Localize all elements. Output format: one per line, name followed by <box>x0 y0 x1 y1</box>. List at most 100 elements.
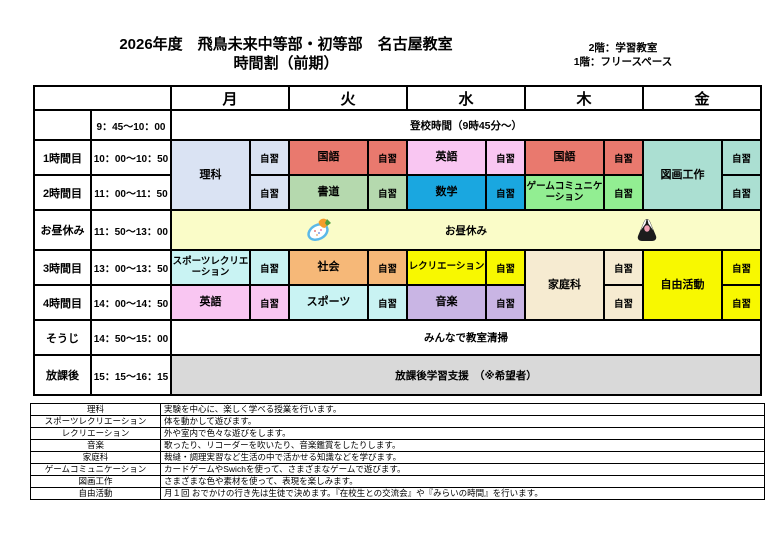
self-study-cell: 自習 <box>603 139 644 176</box>
period4-row: 4時間目 14：00～14：50 英語 自習 スポーツ 自習 音楽 自習 自習 … <box>33 284 762 321</box>
self-study-cell: 自習 <box>721 284 762 321</box>
legend-term: レクリエーション <box>30 427 161 440</box>
legend-row: 図画工作 さまざまな色や素材を使って、表現を楽しみます。 <box>30 475 765 488</box>
legend-desc: 体を動かして遊びます。 <box>160 415 765 428</box>
legend-desc: カードゲームやSwichを使って、さまざまなゲームで遊びます。 <box>160 463 765 476</box>
time-range: 14：50～15：00 <box>90 319 172 356</box>
period2-row: 2時間目 11：00～11：50 自習 書道 自習 数学 自習 ゲームコミュニケ… <box>33 174 762 211</box>
time-range: 9：45～10：00 <box>90 109 172 141</box>
day-header-fri: 金 <box>642 85 762 111</box>
corner-cell <box>33 85 172 111</box>
onigiri-icon <box>637 219 657 241</box>
time-range: 14：00～14：50 <box>90 284 172 321</box>
cell-fri-p3-4-free-activity: 自由活動 <box>642 249 723 321</box>
self-study-cell: 自習 <box>367 284 408 321</box>
time-range: 11：00～11：50 <box>90 174 172 211</box>
cleaning-cell: みんなで教室清掃 <box>170 319 762 356</box>
cell-wed-p3-recreation: レクリエーション <box>406 249 487 286</box>
time-range: 10：00～10：50 <box>90 139 172 176</box>
day-header-mon: 月 <box>170 85 290 111</box>
legend-term: 自由活動 <box>30 487 161 500</box>
cell-tue-p4-sports: スポーツ <box>288 284 369 321</box>
legend-table: 理科 実験を中心に、楽しく学べる授業を行います。 スポーツレクリエーション 体を… <box>30 403 765 500</box>
page-title-block: 2026年度 飛鳥未来中等部・初等部 名古屋教室 時間割（前期） <box>95 36 477 74</box>
legend-desc: 裁縫・調理実習など生活の中で活かせる知識などを学びます。 <box>160 451 765 464</box>
self-study-cell: 自習 <box>603 284 644 321</box>
period3-row: 3時間目 13：00～13：50 スポーツレクリエーション 自習 社会 自習 レ… <box>33 249 762 321</box>
legend-term: 家庭科 <box>30 451 161 464</box>
self-study-cell: 自習 <box>485 284 526 321</box>
legend-row: 自由活動 月１回 おでかけの行き先は生徒で決めます。『在校生との交流会』や『みら… <box>30 487 765 500</box>
after-school-row: 放課後 15：15～16：15 放課後学習支援 （※希望者） <box>33 354 762 396</box>
period-label: 4時間目 <box>33 284 92 321</box>
cell-fri-p1-2-arts-crafts: 図画工作 <box>642 139 723 211</box>
legend-row: スポーツレクリエーション 体を動かして遊びます。 <box>30 415 765 428</box>
period-label: 放課後 <box>33 354 92 396</box>
legend-desc: 月１回 おでかけの行き先は生徒で決めます。『在校生との交流会』や『みらいの時間』… <box>160 487 765 500</box>
time-range: 11：50～13：00 <box>90 209 172 251</box>
self-study-cell: 自習 <box>367 174 408 211</box>
day-header-wed: 水 <box>406 85 526 111</box>
arrival-cell: 登校時間（9時45分～） <box>170 109 762 141</box>
self-study-cell: 自習 <box>603 174 644 211</box>
self-study-cell: 自習 <box>367 249 408 286</box>
legend-desc: 歌ったり、リコーダーを吹いたり、音楽鑑賞をしたりします。 <box>160 439 765 452</box>
floor-note-1f: 1階：フリースペース <box>573 55 673 68</box>
self-study-cell: 自習 <box>721 139 762 176</box>
legend-desc: 外や室内で色々な遊びをします。 <box>160 427 765 440</box>
self-study-cell: 自習 <box>249 174 290 211</box>
legend-row: レクリエーション 外や室内で色々な遊びをします。 <box>30 427 765 440</box>
lunch-label: お昼休み <box>445 224 487 237</box>
self-study-cell: 自習 <box>721 174 762 211</box>
period-label <box>33 109 92 141</box>
day-header-thu: 木 <box>524 85 644 111</box>
self-study-cell: 自習 <box>721 249 762 286</box>
cell-mon-p3-sports-recreation: スポーツレクリエーション <box>170 249 251 286</box>
time-range: 15：15～16：15 <box>90 354 172 396</box>
lunch-row: お昼休み 11：50～13：00 お昼休み <box>33 209 762 251</box>
cell-thu-p3-4-home-economics: 家庭科 <box>524 249 605 321</box>
legend-term: 図画工作 <box>30 475 161 488</box>
time-range: 13：00～13：50 <box>90 249 172 286</box>
legend-term: ゲームコミュニケーション <box>30 463 161 476</box>
cell-tue-p1-japanese: 国語 <box>288 139 369 176</box>
period1-row: 1時間目 10：00～10：50 理科 自習 国語 自習 英語 自習 国語 自習… <box>33 139 762 211</box>
timetable-grid: 月 火 水 木 金 9：45～10：00 登校時間（9時45分～） 1時間目 1… <box>33 85 762 396</box>
period-label: そうじ <box>33 319 92 356</box>
self-study-cell: 自習 <box>249 139 290 176</box>
legend-row: ゲームコミュニケーション カードゲームやSwichを使って、さまざまなゲームで遊… <box>30 463 765 476</box>
legend-row: 家庭科 裁縫・調理実習など生活の中で活かせる知識などを学びます。 <box>30 451 765 464</box>
cell-wed-p1-english: 英語 <box>406 139 487 176</box>
legend-term: 理科 <box>30 403 161 416</box>
cell-tue-p3-social-studies: 社会 <box>288 249 369 286</box>
period-label: 1時間目 <box>33 139 92 176</box>
arrival-row: 9：45～10：00 登校時間（9時45分～） <box>33 109 762 141</box>
cell-tue-p2-calligraphy: 書道 <box>288 174 369 211</box>
self-study-cell: 自習 <box>249 284 290 321</box>
day-header-row: 月 火 水 木 金 <box>33 85 762 111</box>
floor-notes: 2階：学習教室 1階：フリースペース <box>556 42 690 69</box>
period-label: 3時間目 <box>33 249 92 286</box>
bento-icon <box>307 218 333 242</box>
self-study-cell: 自習 <box>485 249 526 286</box>
period-label: 2時間目 <box>33 174 92 211</box>
cell-mon-p4-english: 英語 <box>170 284 251 321</box>
cell-wed-p2-math: 数学 <box>406 174 487 211</box>
self-study-cell: 自習 <box>485 174 526 211</box>
cell-thu-p2-game-communication: ゲームコミュニケーション <box>524 174 605 211</box>
cleaning-row: そうじ 14：50～15：00 みんなで教室清掃 <box>33 319 762 356</box>
lunch-cell: お昼休み <box>170 209 762 251</box>
legend-row: 理科 実験を中心に、楽しく学べる授業を行います。 <box>30 403 765 416</box>
day-header-tue: 火 <box>288 85 408 111</box>
legend-term: 音楽 <box>30 439 161 452</box>
page-title: 2026年度 飛鳥未来中等部・初等部 名古屋教室 <box>119 36 453 53</box>
self-study-cell: 自習 <box>603 249 644 286</box>
self-study-cell: 自習 <box>367 139 408 176</box>
floor-note-2f: 2階：学習教室 <box>588 42 658 54</box>
page-subtitle: 時間割（前期） <box>233 54 339 72</box>
cell-mon-p1-2-science: 理科 <box>170 139 251 211</box>
period-label: お昼休み <box>33 209 92 251</box>
legend-row: 音楽 歌ったり、リコーダーを吹いたり、音楽鑑賞をしたりします。 <box>30 439 765 452</box>
cell-wed-p4-music: 音楽 <box>406 284 487 321</box>
